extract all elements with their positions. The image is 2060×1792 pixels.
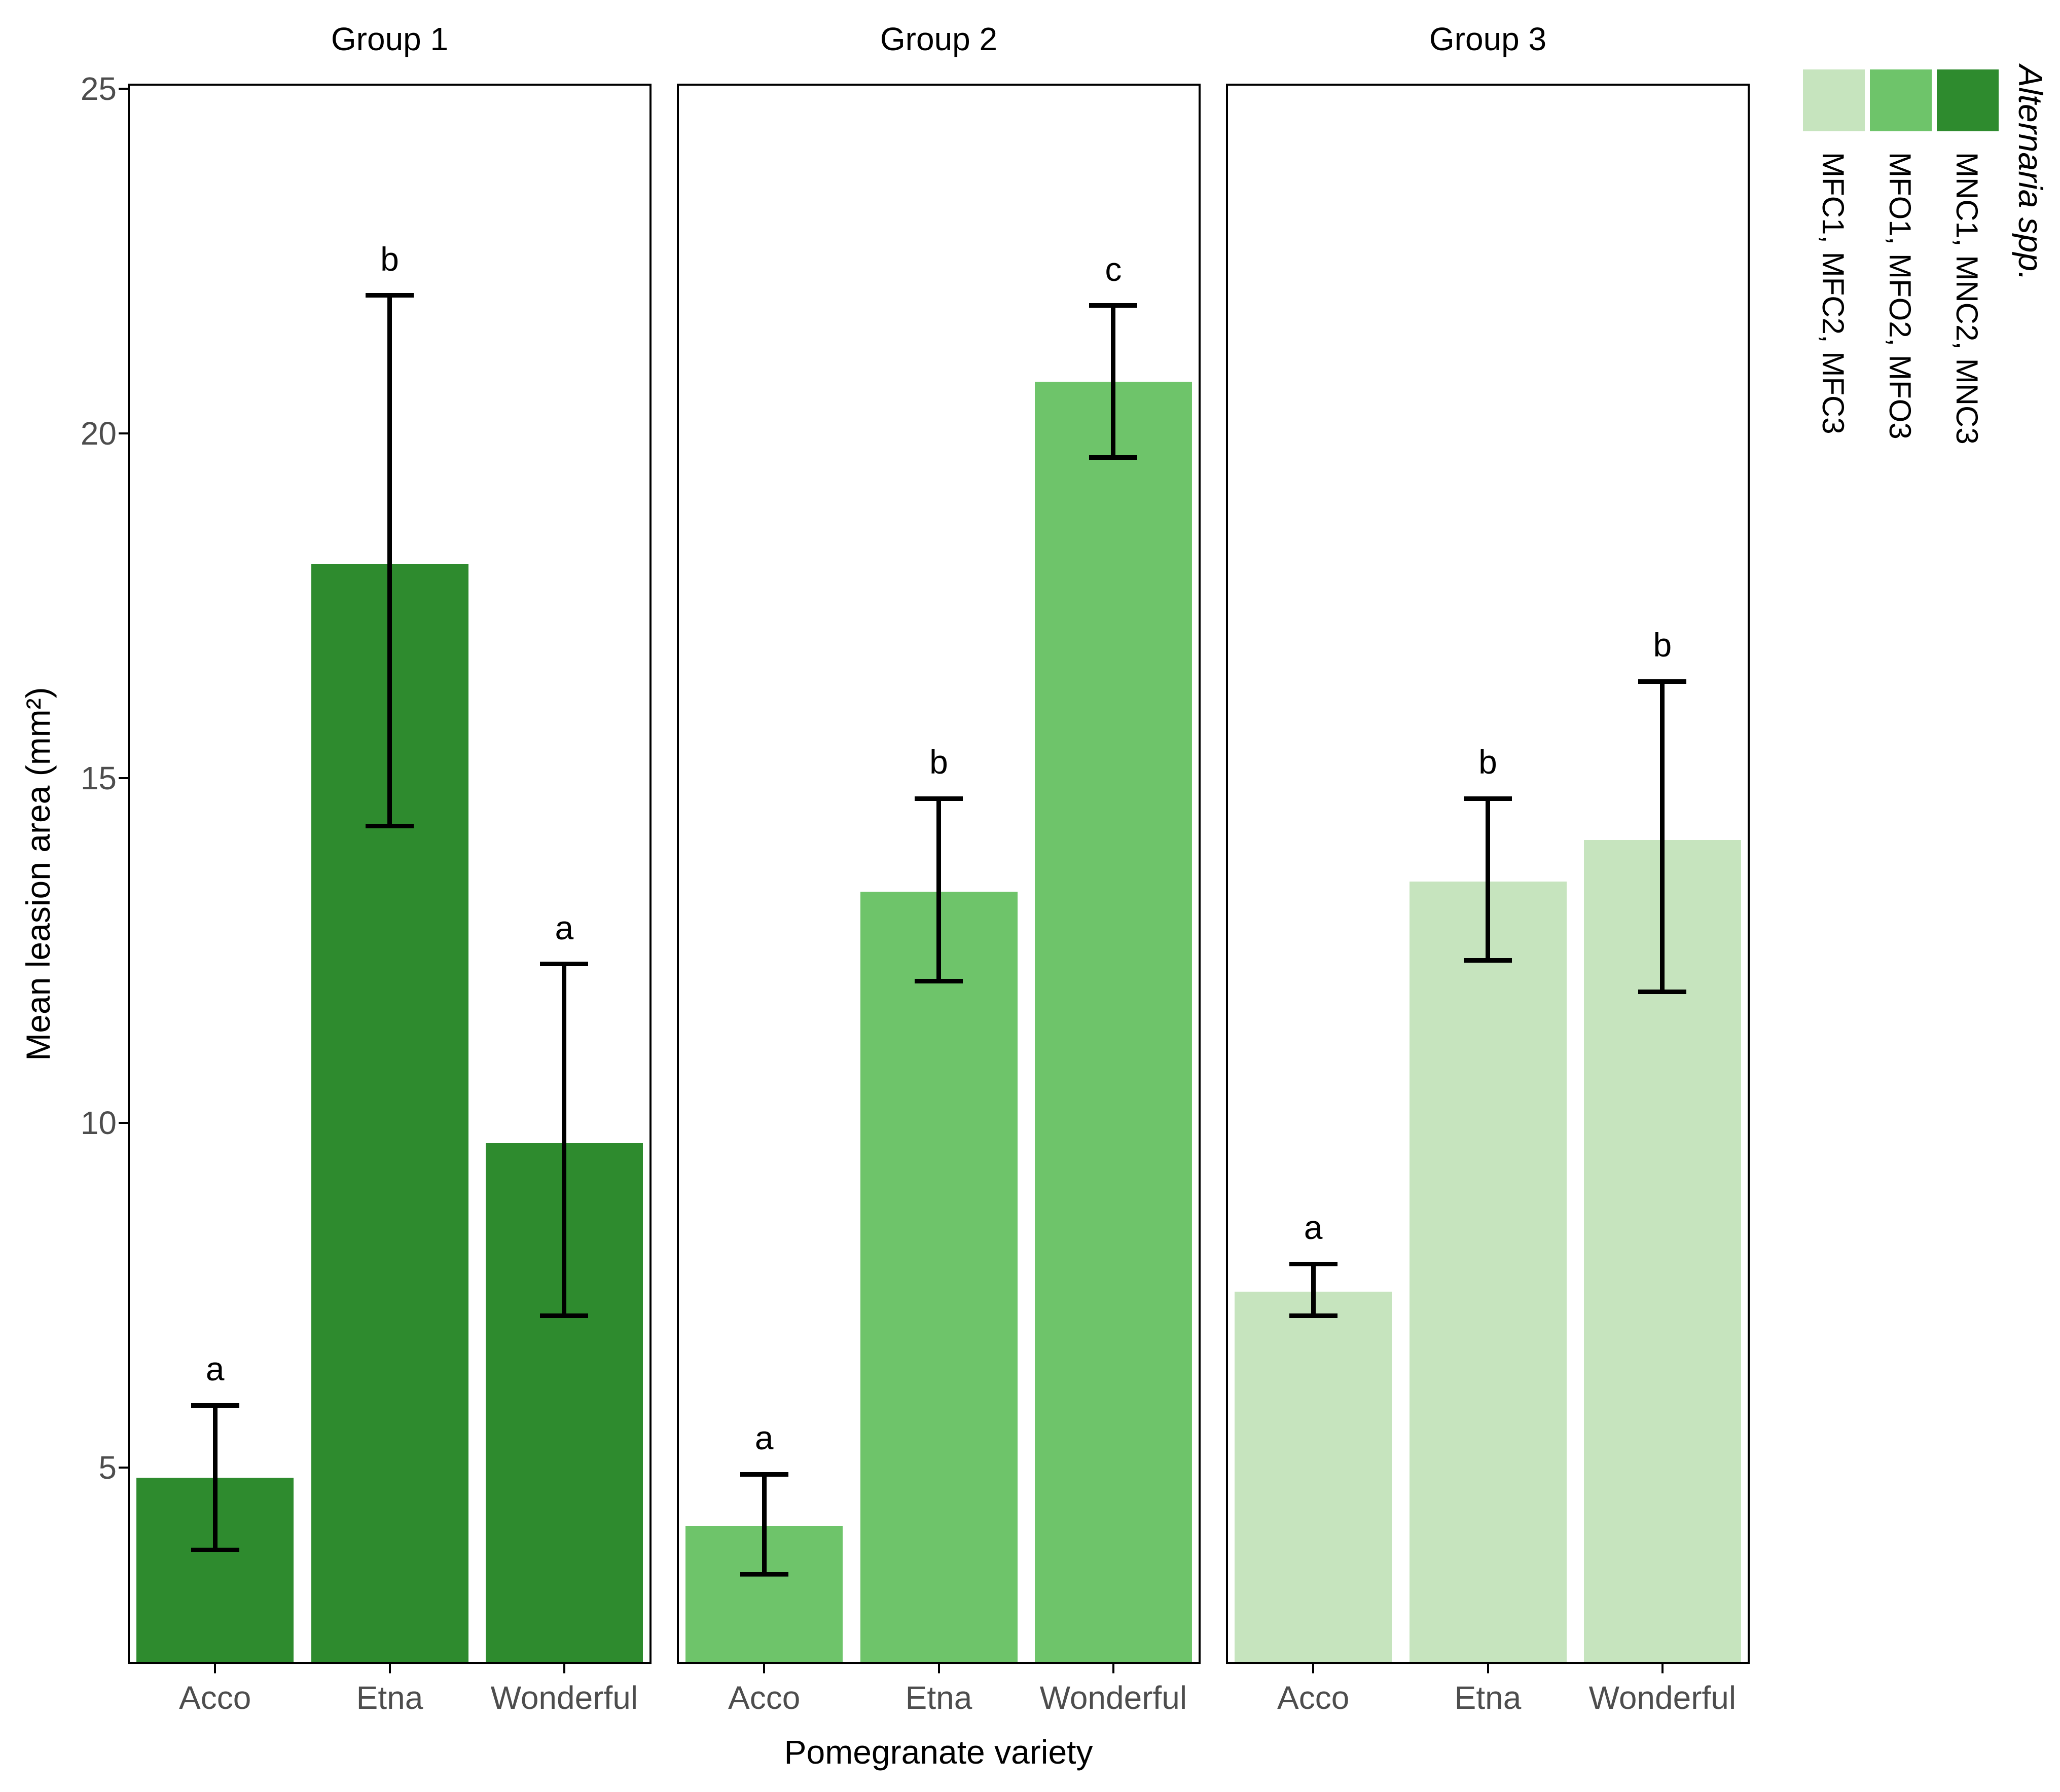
x-tick-label: Acco (728, 1679, 801, 1716)
x-tick-mark (563, 1664, 565, 1673)
y-tick-label: 25 (80, 70, 117, 107)
error-bar-cap-top (740, 1472, 788, 1477)
x-tick-label: Etna (1454, 1679, 1522, 1716)
error-bar-line (762, 1474, 767, 1575)
significance-letter: c (1105, 250, 1122, 288)
x-tick-mark (388, 1664, 391, 1673)
legend-swatch (1803, 69, 1865, 131)
x-tick-label: Etna (905, 1679, 972, 1716)
error-bar-cap-top (540, 962, 589, 967)
bar-etna (1409, 881, 1567, 1663)
legend-item-label: MFC1, MFC2, MFC3 (1816, 152, 1850, 434)
error-bar-line (1311, 1264, 1316, 1316)
significance-letter: b (1478, 743, 1497, 781)
y-tick-mark (119, 432, 128, 434)
error-bar-cap-top (1089, 303, 1138, 308)
y-tick-label: 20 (80, 415, 117, 452)
significance-letter: a (1304, 1209, 1323, 1247)
error-bar-cap-bottom (1638, 989, 1687, 994)
legend-swatch (1937, 69, 1999, 131)
error-bar-cap-top (191, 1403, 239, 1408)
error-bar-line (936, 798, 941, 981)
x-tick-mark (214, 1664, 216, 1673)
y-tick-label: 5 (98, 1449, 117, 1486)
panel-title: Group 3 (1429, 21, 1547, 57)
error-bar-cap-top (1289, 1261, 1338, 1266)
x-tick-mark (1112, 1664, 1114, 1673)
x-tick-label: Acco (1277, 1679, 1350, 1716)
y-tick-mark (119, 1466, 128, 1469)
error-bar-line (1486, 798, 1490, 961)
error-bar-cap-top (366, 293, 414, 298)
x-tick-label: Etna (356, 1679, 423, 1716)
bar-acco (1235, 1291, 1392, 1663)
x-tick-mark (937, 1664, 940, 1673)
significance-letter: b (380, 240, 399, 278)
significance-letter: b (1653, 626, 1672, 664)
legend-title: Alternaria spp. (2012, 65, 2049, 281)
x-tick-mark (763, 1664, 766, 1673)
significance-letter: a (555, 908, 574, 946)
error-bar-cap-top (915, 796, 963, 801)
error-bar-cap-bottom (366, 824, 414, 829)
y-tick-mark (119, 777, 128, 779)
error-bar-line (562, 964, 567, 1316)
error-bar-cap-bottom (1089, 455, 1138, 460)
panel-title: Group 2 (880, 21, 998, 57)
panel-border (128, 84, 652, 1664)
significance-letter: a (205, 1350, 225, 1388)
y-axis-title: Mean leasion area (mm²) (19, 687, 57, 1061)
x-tick-mark (1487, 1664, 1489, 1673)
x-tick-mark (1661, 1664, 1664, 1673)
error-bar-line (1111, 305, 1116, 458)
bar-wonderful (1034, 381, 1192, 1663)
legend-item-label: MNC1, MNC2, MNC3 (1950, 152, 1984, 445)
error-bar-line (212, 1405, 218, 1550)
error-bar-cap-bottom (191, 1548, 239, 1553)
error-bar-cap-bottom (1464, 958, 1512, 963)
bar-etna (860, 891, 1018, 1663)
error-bar-cap-bottom (740, 1571, 788, 1577)
error-bar-cap-bottom (915, 979, 963, 984)
y-tick-label: 15 (80, 759, 117, 796)
error-bar-cap-bottom (1289, 1313, 1338, 1318)
y-tick-label: 10 (80, 1104, 117, 1141)
panel-border (1226, 84, 1750, 1664)
x-tick-label: Wonderful (1039, 1679, 1187, 1716)
significance-letter: a (754, 1419, 774, 1457)
y-tick-mark (119, 87, 128, 90)
error-bar-line (387, 295, 392, 826)
x-tick-label: Acco (179, 1679, 251, 1716)
error-bar-cap-bottom (540, 1313, 589, 1318)
legend-item-label: MFO1, MFO2, MFO3 (1883, 152, 1917, 440)
significance-letter: b (929, 743, 948, 781)
error-bar-cap-top (1638, 679, 1687, 684)
error-bar-line (1660, 681, 1665, 992)
x-tick-label: Wonderful (1588, 1679, 1737, 1716)
error-bar-cap-top (1464, 796, 1512, 801)
x-axis-title: Pomegranate variety (784, 1733, 1093, 1771)
panel-title: Group 1 (331, 21, 449, 57)
y-tick-mark (119, 1121, 128, 1124)
x-tick-label: Wonderful (490, 1679, 638, 1716)
x-tick-mark (1312, 1664, 1315, 1673)
legend-swatch (1870, 69, 1932, 131)
panel-border (677, 84, 1201, 1664)
